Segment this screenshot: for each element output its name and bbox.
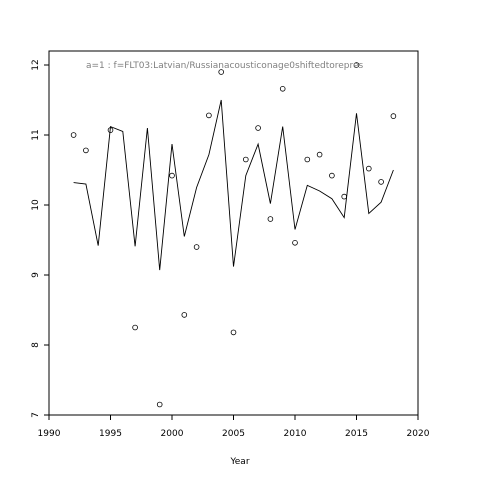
x-tick-label: 2005 <box>222 429 245 439</box>
y-tick-label: 7 <box>31 412 41 418</box>
data-point <box>304 156 311 163</box>
data-point <box>132 324 138 331</box>
annotation: a=1 : f=FLT03:Latvian/Russianacousticona… <box>86 61 364 71</box>
x-tick-label: 2015 <box>345 429 368 439</box>
data-point <box>329 172 335 179</box>
series-layer <box>70 62 397 408</box>
data-point <box>316 151 323 158</box>
data-point <box>365 165 372 172</box>
data-point <box>70 132 77 138</box>
plot-frame <box>48 50 419 416</box>
data-point <box>353 62 360 68</box>
x-tick-label: 2010 <box>284 429 307 439</box>
data-point <box>230 329 237 336</box>
x-tick-label: 1990 <box>38 429 61 439</box>
y-axis: 7 8 9 10 11 12 <box>31 59 49 418</box>
y-tick-label: 11 <box>31 129 41 140</box>
data-point <box>83 147 89 154</box>
data-point <box>181 312 188 318</box>
data-point <box>390 113 397 119</box>
y-tick-label: 10 <box>31 199 41 211</box>
data-point <box>193 244 200 250</box>
y-tick-label: 8 <box>31 342 41 348</box>
x-tick-label: 2000 <box>161 429 184 439</box>
data-point <box>267 216 274 222</box>
data-point <box>378 179 384 185</box>
data-point <box>169 172 175 179</box>
x-axis-label: Year <box>229 457 249 467</box>
x-tick-label: 2020 <box>407 429 430 439</box>
y-tick-label: 12 <box>31 59 41 70</box>
data-point <box>243 156 249 163</box>
data-point <box>341 193 348 200</box>
data-point <box>255 125 261 131</box>
fitted-line <box>73 99 394 271</box>
data-point <box>206 112 212 119</box>
data-point <box>279 86 286 92</box>
data-point <box>292 240 298 246</box>
y-tick-label: 9 <box>31 272 41 278</box>
data-point <box>218 69 225 75</box>
x-tick-label: 1995 <box>99 429 122 439</box>
x-axis: 1990 1995 2000 2005 2010 2015 2020 <box>38 415 430 439</box>
data-point <box>107 127 114 133</box>
data-point <box>156 401 163 408</box>
